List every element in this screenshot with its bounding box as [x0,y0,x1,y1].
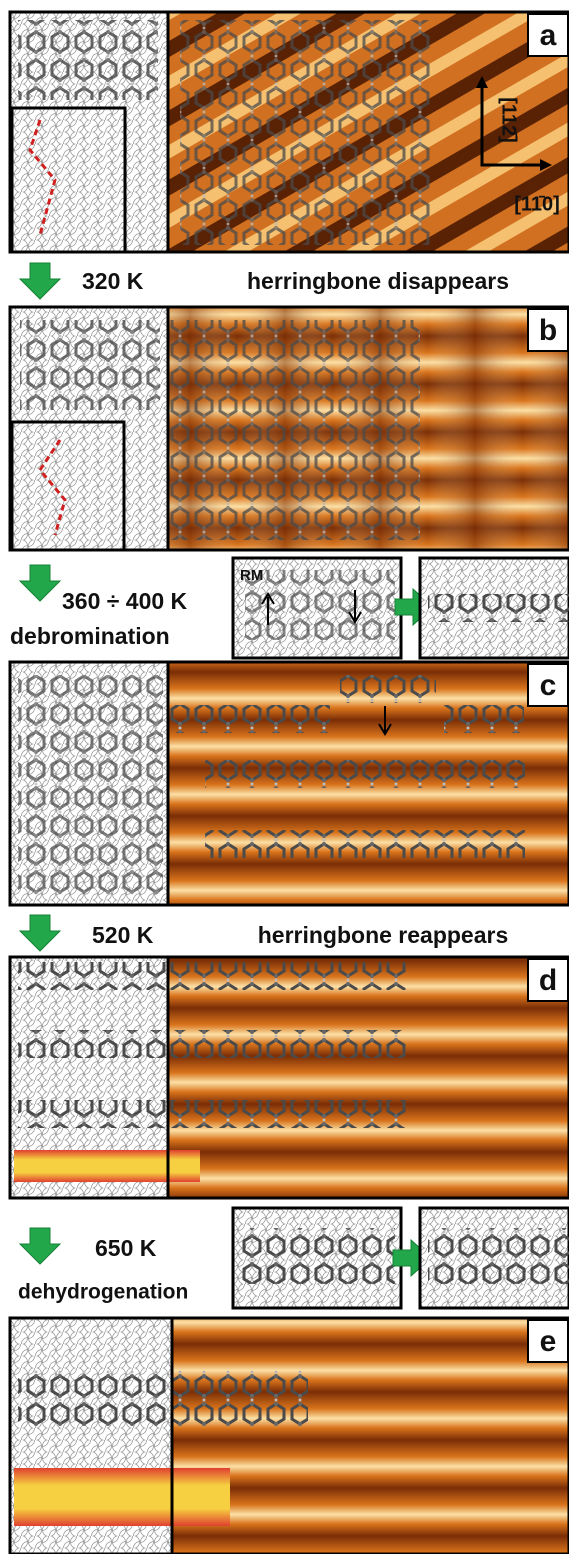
panel-label: b [539,314,557,347]
temperature: 650 K [95,1235,157,1261]
panel-e: e [10,1318,569,1554]
molecules [205,760,525,788]
molecules [428,1228,569,1284]
page: {"panels": [{"label": "a"}, {"label": "b… [0,0,569,1554]
panel-a: a [112̄] [11̄0] [10,12,569,252]
panel-c: c [10,662,569,905]
panel-label: c [540,669,557,702]
panel-d: d [10,957,569,1198]
molecules [170,320,420,540]
molecules [340,675,436,703]
molecules [180,20,430,245]
temperature: 520 K [92,922,154,948]
molecules [444,705,524,733]
step-description: debromination [10,623,170,649]
ribbon [14,1150,200,1182]
stm-image [172,1318,569,1554]
inset [12,108,125,252]
temperature: 360 ÷ 400 K [62,588,188,614]
molecules [18,1030,408,1058]
molecules [428,594,569,622]
green-arrow [20,1228,60,1264]
molecules [205,830,525,858]
step-description: dehydrogenation [18,1281,188,1304]
panel-label: e [540,1325,557,1358]
ribbon [14,1468,230,1526]
molecules [240,1228,395,1284]
inset-label: RM [240,567,263,584]
step-description: herringbone reappears [258,922,509,948]
step-description: herringbone disappears [247,268,509,294]
direction-label: [112̄] [498,97,520,143]
molecules [20,320,160,410]
inset [12,422,124,550]
figure: a [112̄] [11̄0] 320 K herringbone disapp… [0,0,569,1554]
molecules [170,705,330,733]
panel-label: d [539,964,557,997]
molecules [18,1100,408,1128]
temperature: 320 K [82,268,144,294]
molecules [18,20,158,100]
molecules [18,1370,308,1426]
direction-label: [11̄0] [514,193,560,215]
green-arrow [20,565,60,601]
molecules [18,962,408,990]
molecules [18,675,163,895]
green-arrow [20,915,60,951]
panel-label: a [540,19,557,52]
stm-image [168,957,569,1198]
panel-b: b [10,307,569,550]
green-arrow [20,263,60,299]
